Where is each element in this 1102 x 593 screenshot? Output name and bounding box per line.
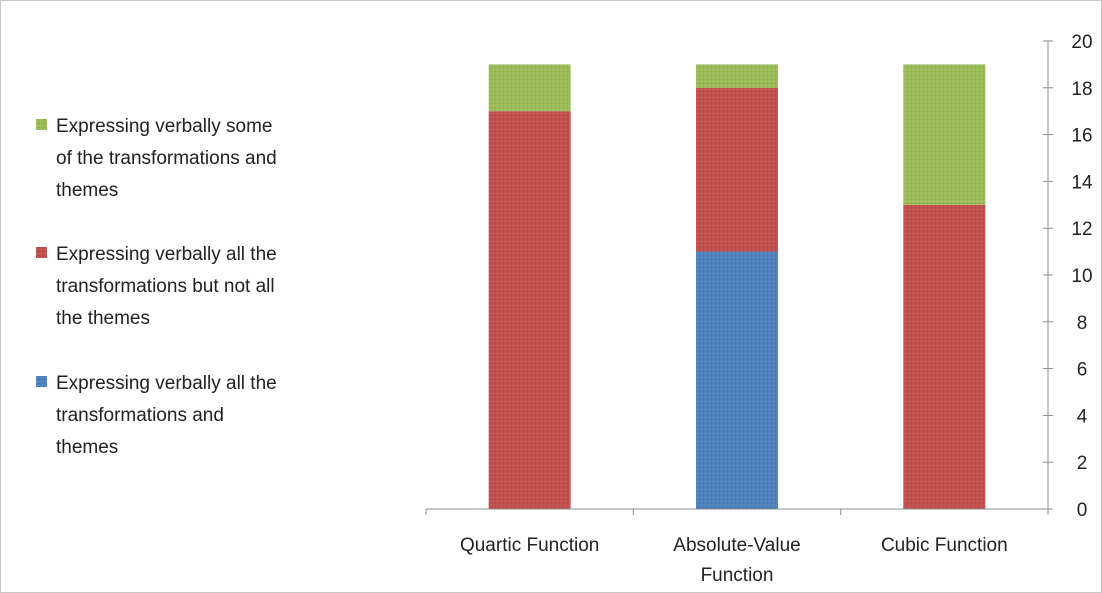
y-tick-label-10: 10: [1071, 266, 1092, 287]
y-tick-label-4: 4: [1077, 406, 1088, 427]
bar-texture-quartic-function-series-3: [488, 64, 571, 112]
bar-texture-absolute-value-function-series-3: [696, 64, 778, 88]
x-tick-label-absolute-value-function: Absolute-Value Function: [673, 535, 800, 586]
legend-label: Expressing verbally all the transformatio…: [56, 373, 277, 458]
y-tick-label-18: 18: [1071, 79, 1092, 100]
bar-texture-absolute-value-function-series-1: [696, 251, 778, 509]
axes-group: Quartic Function Absolute-Value Function Cu…: [425, 32, 1093, 586]
y-tick-label-16: 16: [1071, 126, 1092, 147]
y-tick-label-2: 2: [1077, 453, 1088, 474]
bars-group: [488, 64, 986, 510]
bar-texture-quartic-function-series-2: [488, 111, 571, 509]
legend-swatch-texture: [36, 119, 47, 130]
legend-label: Expressing verbally some of the transform…: [56, 116, 277, 201]
bar-texture-absolute-value-function-series-2: [696, 87, 778, 252]
legend: Expressing verbally some of the transform…: [36, 116, 277, 458]
y-tick-label-12: 12: [1071, 219, 1092, 240]
y-tick-label-14: 14: [1071, 172, 1093, 193]
legend-label: Expressing verbally all the transformatio…: [56, 244, 277, 329]
y-tick-label-6: 6: [1077, 360, 1088, 381]
y-tick-label-8: 8: [1077, 313, 1088, 334]
bar-texture-cubic-function-series-3: [903, 64, 986, 205]
legend-swatch-texture: [36, 247, 47, 258]
x-tick-label-cubic-function: Cubic Function: [881, 535, 1008, 556]
legend-swatch-texture: [36, 376, 47, 387]
y-tick-label-0: 0: [1077, 500, 1088, 521]
legend-item-1: Expressing verbally some of the transform…: [36, 116, 277, 201]
y-tick-label-20: 20: [1071, 32, 1092, 53]
legend-item-2: Expressing verbally all the transformatio…: [36, 244, 277, 329]
bar-texture-cubic-function-series-2: [903, 204, 986, 510]
legend-item-3: Expressing verbally all the transformatio…: [36, 373, 277, 458]
x-tick-label-quartic-function: Quartic Function: [460, 535, 599, 556]
